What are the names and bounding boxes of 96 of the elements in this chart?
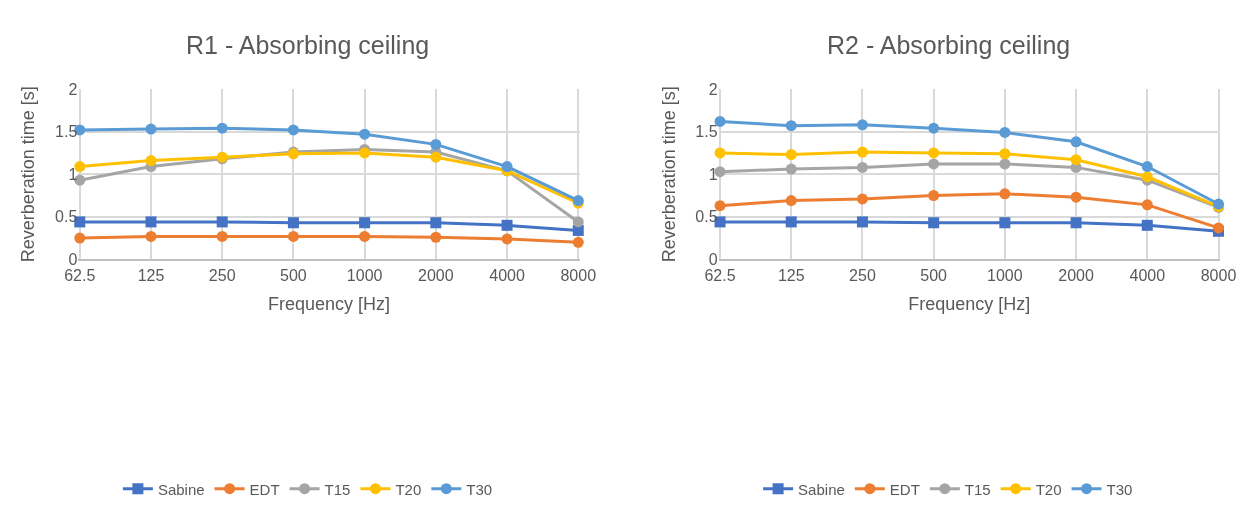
y-axis-title: Reverberation time [s]	[658, 86, 679, 263]
point	[714, 147, 726, 159]
legend-label: T30	[1106, 480, 1133, 498]
y-tick-label: 0	[68, 251, 78, 268]
x-tick-label: 2000	[418, 266, 454, 284]
y-tick-label: 1.5	[55, 123, 78, 141]
point	[359, 217, 371, 229]
point	[785, 120, 797, 132]
point	[999, 158, 1011, 170]
legend-label: T15	[324, 480, 351, 498]
point	[856, 146, 868, 158]
y-tick-label: 1	[68, 165, 78, 183]
point	[572, 216, 584, 228]
point	[785, 195, 797, 207]
point	[1141, 219, 1153, 231]
x-tick-label: 250	[208, 266, 236, 284]
point	[1141, 161, 1153, 173]
point	[145, 216, 157, 228]
point	[359, 128, 371, 140]
point	[785, 149, 797, 161]
point	[145, 230, 157, 242]
y-tick-label: 2	[708, 80, 718, 98]
y-axis-title: Reverberation time [s]	[18, 86, 39, 263]
point	[999, 148, 1011, 160]
point	[928, 158, 940, 170]
point	[430, 231, 442, 243]
point	[1141, 199, 1153, 211]
point	[287, 124, 299, 136]
point	[928, 190, 940, 201]
point	[145, 155, 157, 167]
point	[1070, 191, 1082, 203]
point	[856, 119, 868, 131]
x-tick-label: 125	[777, 266, 805, 284]
point	[785, 163, 797, 175]
x-tick-label: 4000	[489, 266, 525, 284]
x-tick-label: 125	[137, 266, 165, 284]
point	[1070, 136, 1082, 148]
x-tick-label: 250	[849, 266, 876, 284]
chart-title: R1 - Absorbing ceiling	[186, 31, 430, 59]
point	[430, 217, 442, 229]
point	[856, 193, 868, 205]
point	[928, 217, 940, 229]
legend-label: EDT	[889, 480, 920, 498]
legend-label: T30	[466, 480, 493, 498]
legend-label: Sabine	[157, 480, 205, 498]
legend-label: EDT	[249, 480, 280, 498]
x-axis-title: Frequency [Hz]	[268, 294, 391, 315]
legend-label: T20	[395, 480, 422, 498]
legend-label: T20	[1035, 480, 1062, 498]
point	[216, 122, 228, 134]
legend-label: T15	[964, 480, 991, 498]
point	[430, 151, 442, 163]
point	[572, 236, 584, 248]
x-tick-label: 1000	[987, 266, 1023, 284]
y-tick-label: 0	[708, 251, 718, 268]
point	[999, 188, 1011, 200]
y-tick-label: 0.5	[695, 208, 718, 226]
point	[359, 230, 371, 242]
point	[501, 219, 513, 231]
point	[1070, 217, 1082, 229]
point	[287, 230, 299, 242]
x-tick-label: 8000	[560, 266, 597, 284]
x-axis-title: Frequency [Hz]	[908, 294, 1031, 315]
point	[145, 123, 157, 135]
x-tick-label: 1000	[346, 266, 383, 284]
y-tick-label: 2	[68, 80, 78, 98]
point	[216, 230, 228, 242]
x-tick-label: 62.5	[704, 266, 736, 284]
point	[785, 216, 797, 228]
x-tick-label: 62.5	[64, 266, 96, 284]
x-tick-label: 500	[280, 266, 307, 284]
legend-label: Sabine	[798, 480, 845, 498]
chart-title: R2 - Absorbing ceiling	[827, 31, 1071, 59]
point	[1070, 154, 1082, 166]
x-tick-label: 500	[920, 266, 948, 284]
point	[999, 217, 1011, 229]
y-tick-label: 1	[708, 165, 718, 183]
x-tick-label: 2000	[1058, 266, 1094, 284]
point	[714, 115, 726, 127]
y-tick-label: 0.5	[55, 208, 78, 226]
point	[501, 233, 513, 245]
x-tick-label: 4000	[1129, 266, 1166, 284]
point	[501, 161, 513, 173]
y-tick-label: 1.5	[695, 123, 718, 141]
point	[714, 200, 726, 212]
point	[74, 232, 86, 244]
x-tick-label: 8000	[1200, 266, 1237, 284]
point	[928, 147, 940, 159]
point	[287, 217, 299, 229]
point	[359, 147, 371, 159]
point	[856, 161, 868, 173]
point	[999, 126, 1011, 138]
point	[216, 216, 228, 228]
point	[430, 138, 442, 150]
point	[856, 216, 868, 228]
point	[928, 122, 940, 134]
